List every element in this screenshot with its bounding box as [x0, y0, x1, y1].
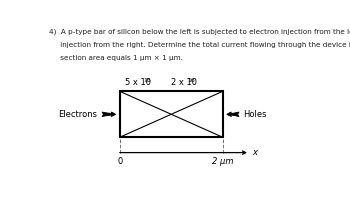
Text: 2 μm: 2 μm	[212, 157, 233, 166]
Text: Electrons: Electrons	[58, 110, 97, 119]
Text: injection from the right. Determine the total current flowing through the device: injection from the right. Determine the …	[49, 42, 350, 48]
Text: 4)  A p-type bar of silicon below the left is subjected to electron injection fr: 4) A p-type bar of silicon below the lef…	[49, 28, 350, 35]
Text: 5 x 10: 5 x 10	[125, 78, 151, 87]
Bar	[120, 91, 223, 137]
Text: Holes: Holes	[243, 110, 267, 119]
Text: 16: 16	[144, 78, 151, 83]
Text: x: x	[253, 148, 258, 157]
Text: 0: 0	[117, 157, 122, 166]
Text: 16: 16	[187, 78, 195, 83]
Text: 2 x 10: 2 x 10	[171, 78, 197, 87]
Text: section area equals 1 μm × 1 μm.: section area equals 1 μm × 1 μm.	[49, 55, 183, 60]
